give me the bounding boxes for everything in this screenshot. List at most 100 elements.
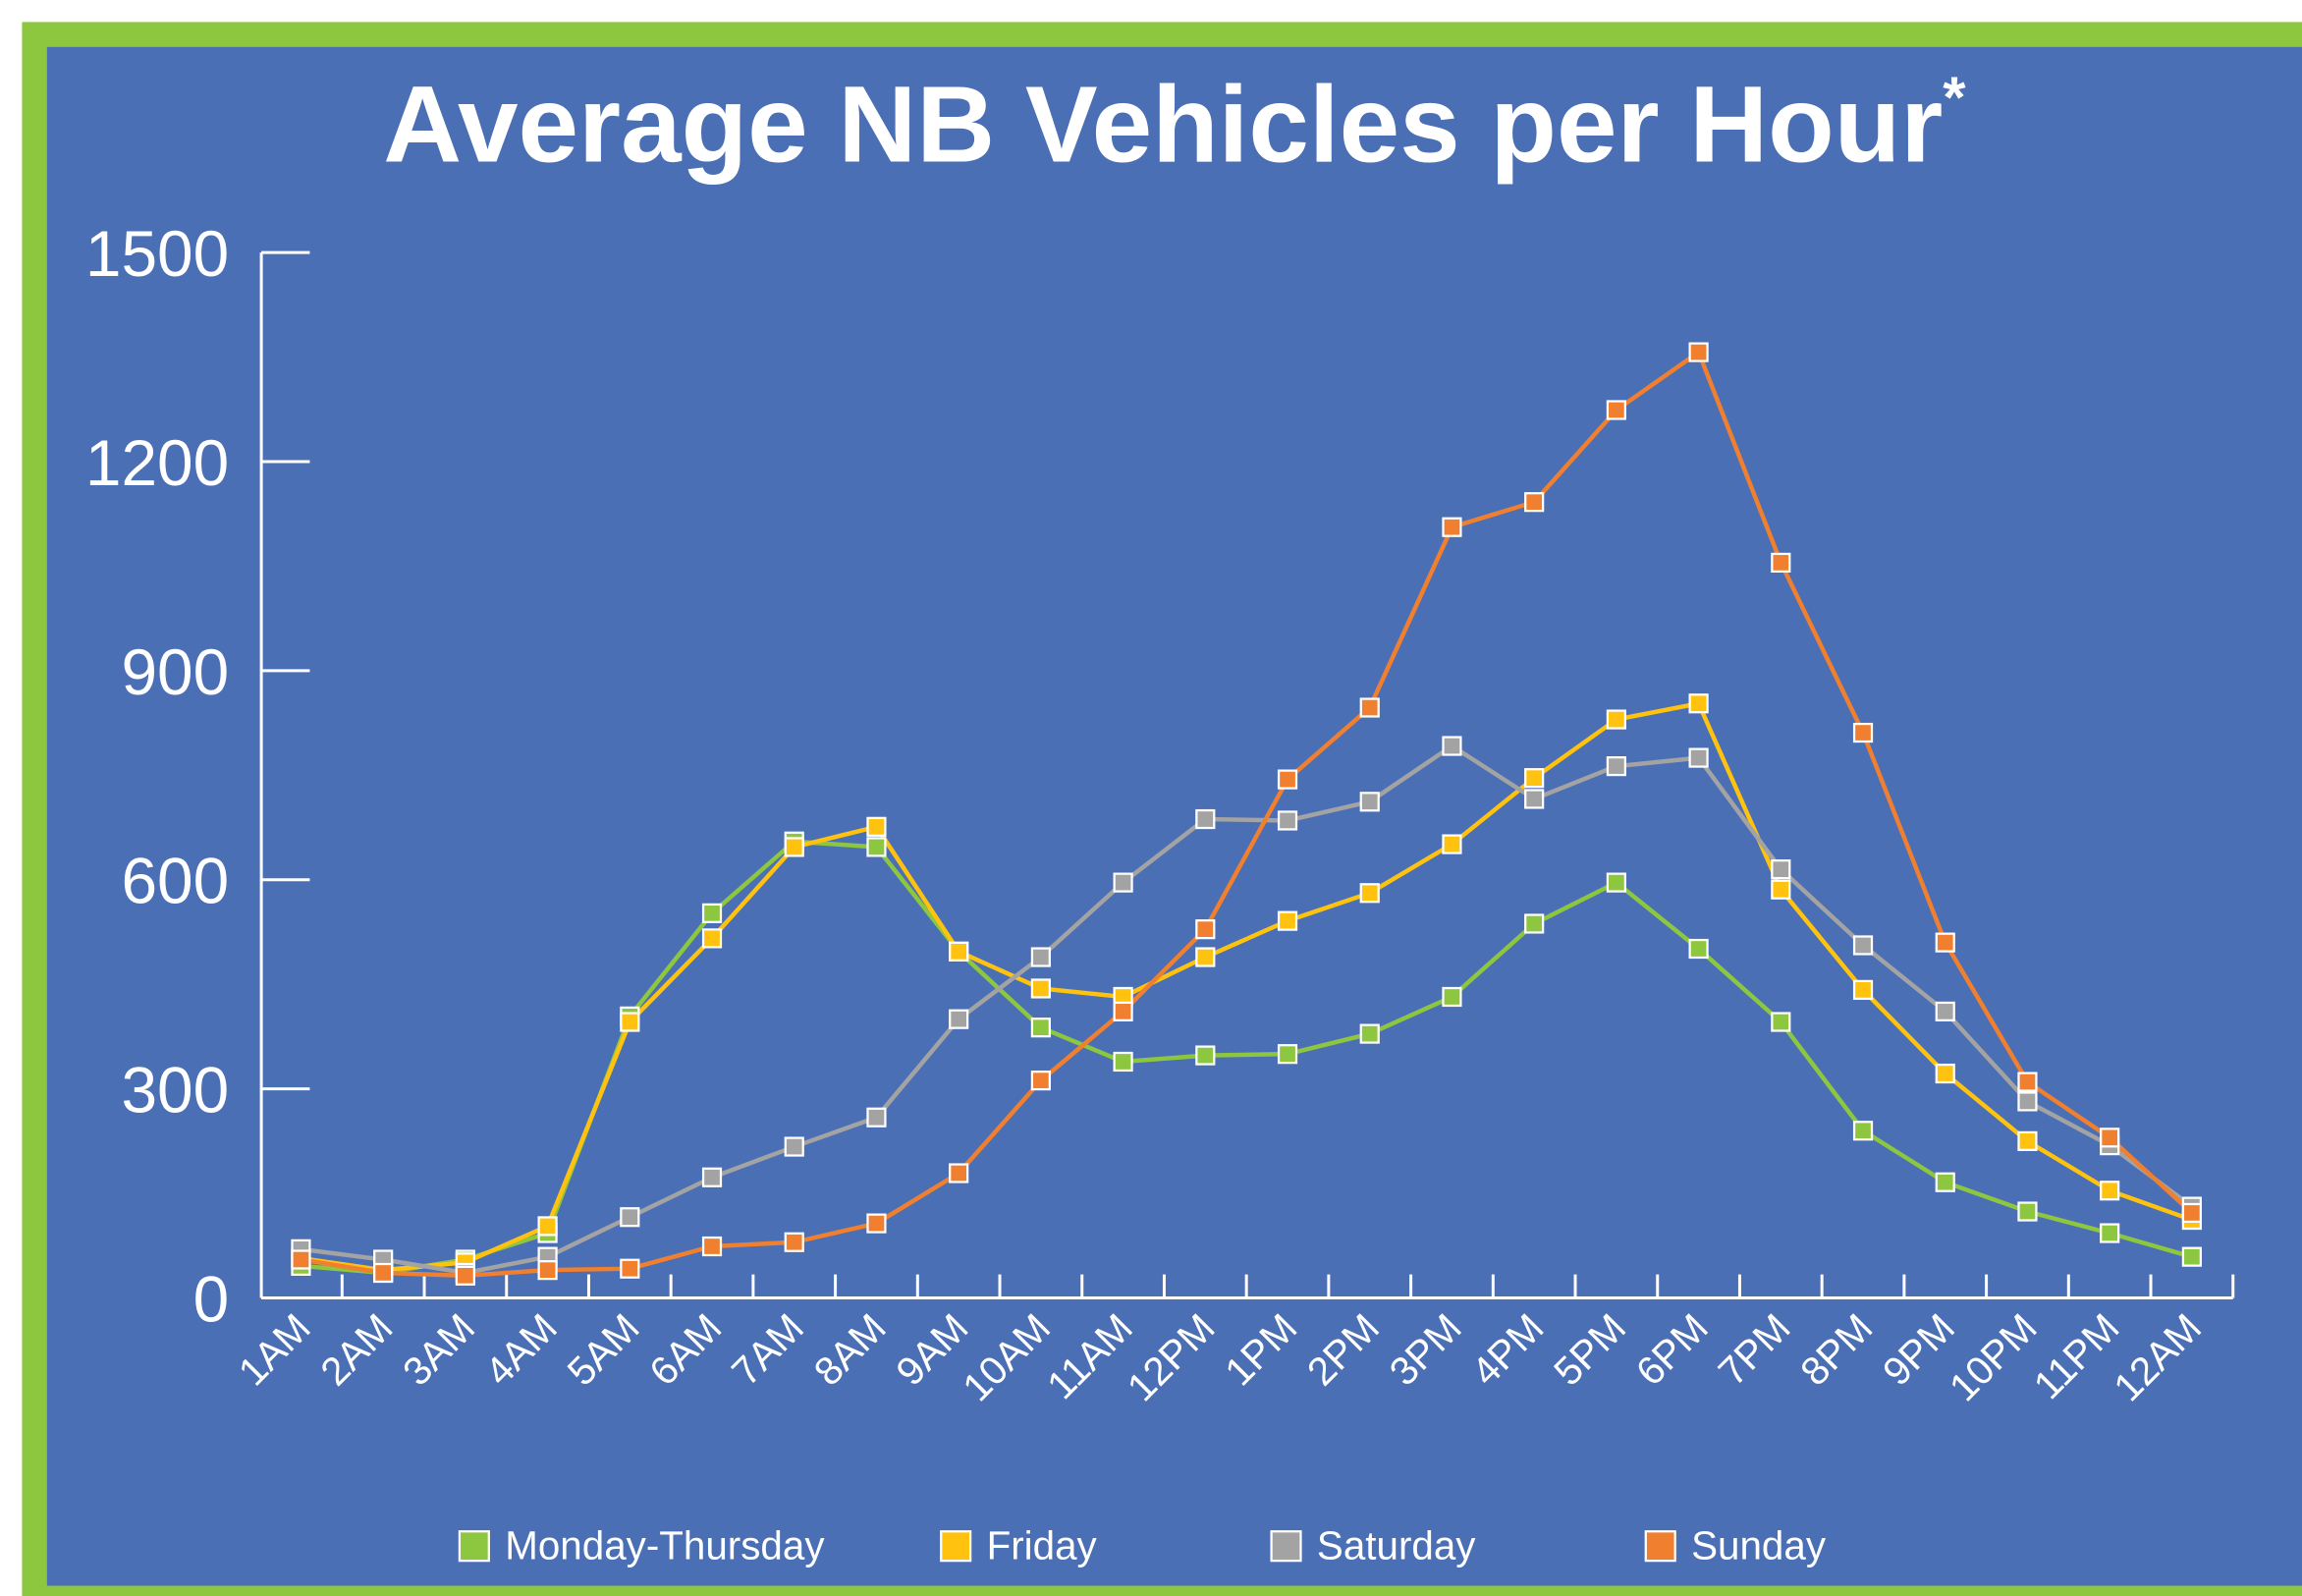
data-point: [866, 1213, 887, 1234]
data-point: [1442, 517, 1462, 537]
data-point: [1442, 986, 1462, 1008]
data-point: [455, 1265, 475, 1286]
data-point: [1277, 769, 1298, 790]
data-point: [1277, 1044, 1298, 1065]
y-tick-label: 600: [121, 845, 229, 917]
data-point: [1771, 859, 1791, 880]
y-tick-label: 1500: [85, 217, 229, 290]
data-point: [2017, 1201, 2038, 1222]
data-point: [1113, 1051, 1133, 1073]
data-point: [701, 928, 723, 949]
series-line: [301, 349, 2194, 1279]
series-line: [301, 700, 2193, 1273]
data-point: [1113, 1001, 1133, 1021]
data-point: [1359, 1023, 1380, 1044]
data-point: [1524, 492, 1545, 513]
data-point: [1277, 910, 1298, 931]
legend-swatch: [458, 1530, 490, 1563]
data-point: [866, 1107, 887, 1128]
data-point: [701, 1236, 723, 1257]
legend-label: Monday-Thursday: [505, 1523, 825, 1568]
data-point: [1030, 1071, 1051, 1091]
data-point: [1771, 879, 1791, 900]
data-point: [1359, 883, 1380, 904]
data-point: [1688, 938, 1709, 960]
data-point: [784, 1232, 804, 1252]
data-point: [537, 1260, 558, 1281]
chart-title: Average NB Vehicles per Hour*: [383, 64, 1966, 185]
data-point: [2017, 1130, 2038, 1151]
data-point: [1771, 552, 1791, 573]
legend-label: Friday: [987, 1523, 1098, 1568]
data-point: [1524, 913, 1545, 934]
data-point: [1524, 789, 1545, 809]
data-point: [1442, 834, 1462, 854]
data-point: [701, 1167, 723, 1187]
series-line: [301, 743, 2194, 1276]
data-point: [1688, 693, 1709, 714]
legend-label: Saturday: [1317, 1523, 1476, 1568]
y-tick-label: 1200: [85, 426, 229, 499]
legend-swatch: [1270, 1530, 1302, 1563]
data-point: [620, 1012, 640, 1032]
data-point: [1195, 919, 1216, 940]
title-text: Average NB Vehicles per Hour: [383, 64, 1943, 185]
data-point: [2100, 1223, 2120, 1243]
data-point: [2100, 1181, 2120, 1201]
data-point: [1277, 810, 1298, 831]
data-point: [1195, 947, 1216, 967]
data-point: [1606, 400, 1626, 420]
data-point: [949, 1163, 969, 1183]
data-point: [291, 1249, 311, 1270]
data-point: [866, 816, 887, 837]
data-point: [1688, 342, 1709, 362]
data-point: [866, 837, 887, 857]
data-point: [1359, 792, 1380, 812]
data-point: [2181, 1202, 2202, 1224]
legend-swatch: [1644, 1530, 1676, 1563]
data-point: [1195, 808, 1216, 830]
data-point: [2017, 1091, 2038, 1112]
data-point: [537, 1216, 558, 1237]
data-point: [1442, 736, 1462, 756]
y-tick-label: 900: [121, 635, 229, 708]
data-point: [1195, 1045, 1216, 1066]
title-note: *: [1943, 65, 1966, 131]
data-point: [1852, 1121, 1874, 1141]
data-point: [1935, 1172, 1955, 1192]
y-tick-label: 300: [121, 1054, 229, 1127]
data-point: [620, 1207, 640, 1228]
data-point: [1935, 1001, 1955, 1021]
data-point: [1606, 709, 1626, 730]
data-point: [1030, 1018, 1051, 1038]
data-point: [1771, 1012, 1791, 1032]
data-point: [1524, 768, 1545, 789]
data-point: [1030, 978, 1051, 999]
legend-swatch: [940, 1530, 972, 1563]
data-point: [1935, 1063, 1955, 1084]
data-point: [2017, 1072, 2038, 1092]
data-point: [1935, 932, 1955, 953]
data-point: [784, 837, 804, 857]
legend-label: Sunday: [1691, 1523, 1827, 1568]
data-point: [949, 941, 969, 962]
data-point: [1852, 935, 1874, 956]
data-point: [620, 1258, 640, 1279]
data-point: [1606, 756, 1626, 777]
y-tick-label: 0: [193, 1262, 230, 1335]
data-point: [1606, 872, 1626, 893]
panel: [46, 46, 2302, 1586]
data-point: [701, 903, 723, 923]
data-point: [784, 1136, 804, 1157]
data-point: [1852, 979, 1874, 1000]
data-point: [1852, 722, 1874, 743]
data-point: [2181, 1246, 2202, 1267]
data-point: [1113, 872, 1133, 893]
data-point: [949, 1009, 969, 1029]
data-point: [1688, 747, 1709, 768]
data-point: [1030, 947, 1051, 967]
data-point: [1359, 697, 1380, 718]
data-point: [2100, 1128, 2120, 1148]
